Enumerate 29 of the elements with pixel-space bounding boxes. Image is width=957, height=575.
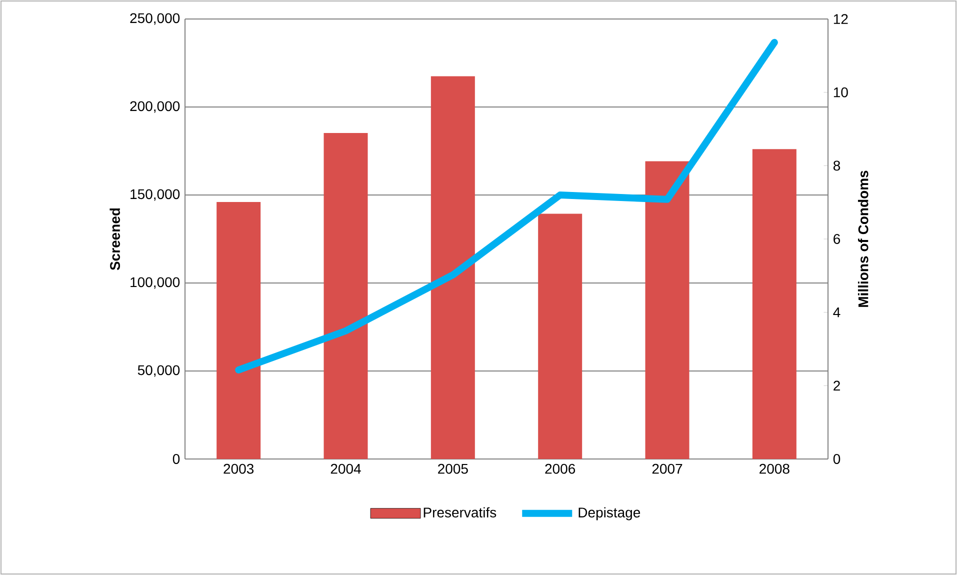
bar: [216, 202, 261, 459]
bar: [324, 133, 368, 459]
y2-tick-label: 0: [833, 454, 840, 464]
y2-tick-label: 12: [834, 14, 848, 24]
y-axis-title: Screened: [110, 208, 120, 270]
y-tick-label: 150,000: [130, 189, 180, 201]
x-tick-label: 2003: [224, 464, 254, 474]
bar: [752, 149, 796, 459]
x-tick-label: 2005: [438, 464, 468, 474]
bar: [645, 161, 690, 459]
bar: [430, 76, 475, 459]
x-tick-label: 2004: [330, 464, 361, 474]
y2-tick-label: 8: [833, 160, 840, 171]
bar: [538, 214, 582, 459]
y-tick-label: 250,000: [130, 13, 180, 25]
x-tick-label: 2006: [545, 464, 576, 474]
y-tick-label: 0: [172, 454, 180, 464]
x-tick-label: 2007: [652, 464, 682, 474]
y2-tick-label: 10: [834, 87, 848, 98]
y-tick-label: 100,000: [130, 277, 180, 289]
y2-tick-label: 2: [834, 380, 840, 391]
y2-axis-title: Millions of Condoms: [858, 170, 868, 307]
y-tick-label: 200,000: [130, 101, 180, 113]
legend-label: Preservatifs: [424, 507, 496, 518]
y2-tick-label: 4: [833, 308, 840, 318]
y2-tick-label: 6: [834, 234, 840, 244]
legend-label: Depistage: [578, 507, 640, 520]
x-tick-label: 2008: [760, 464, 790, 474]
y-tick-label: 50,000: [138, 365, 180, 377]
